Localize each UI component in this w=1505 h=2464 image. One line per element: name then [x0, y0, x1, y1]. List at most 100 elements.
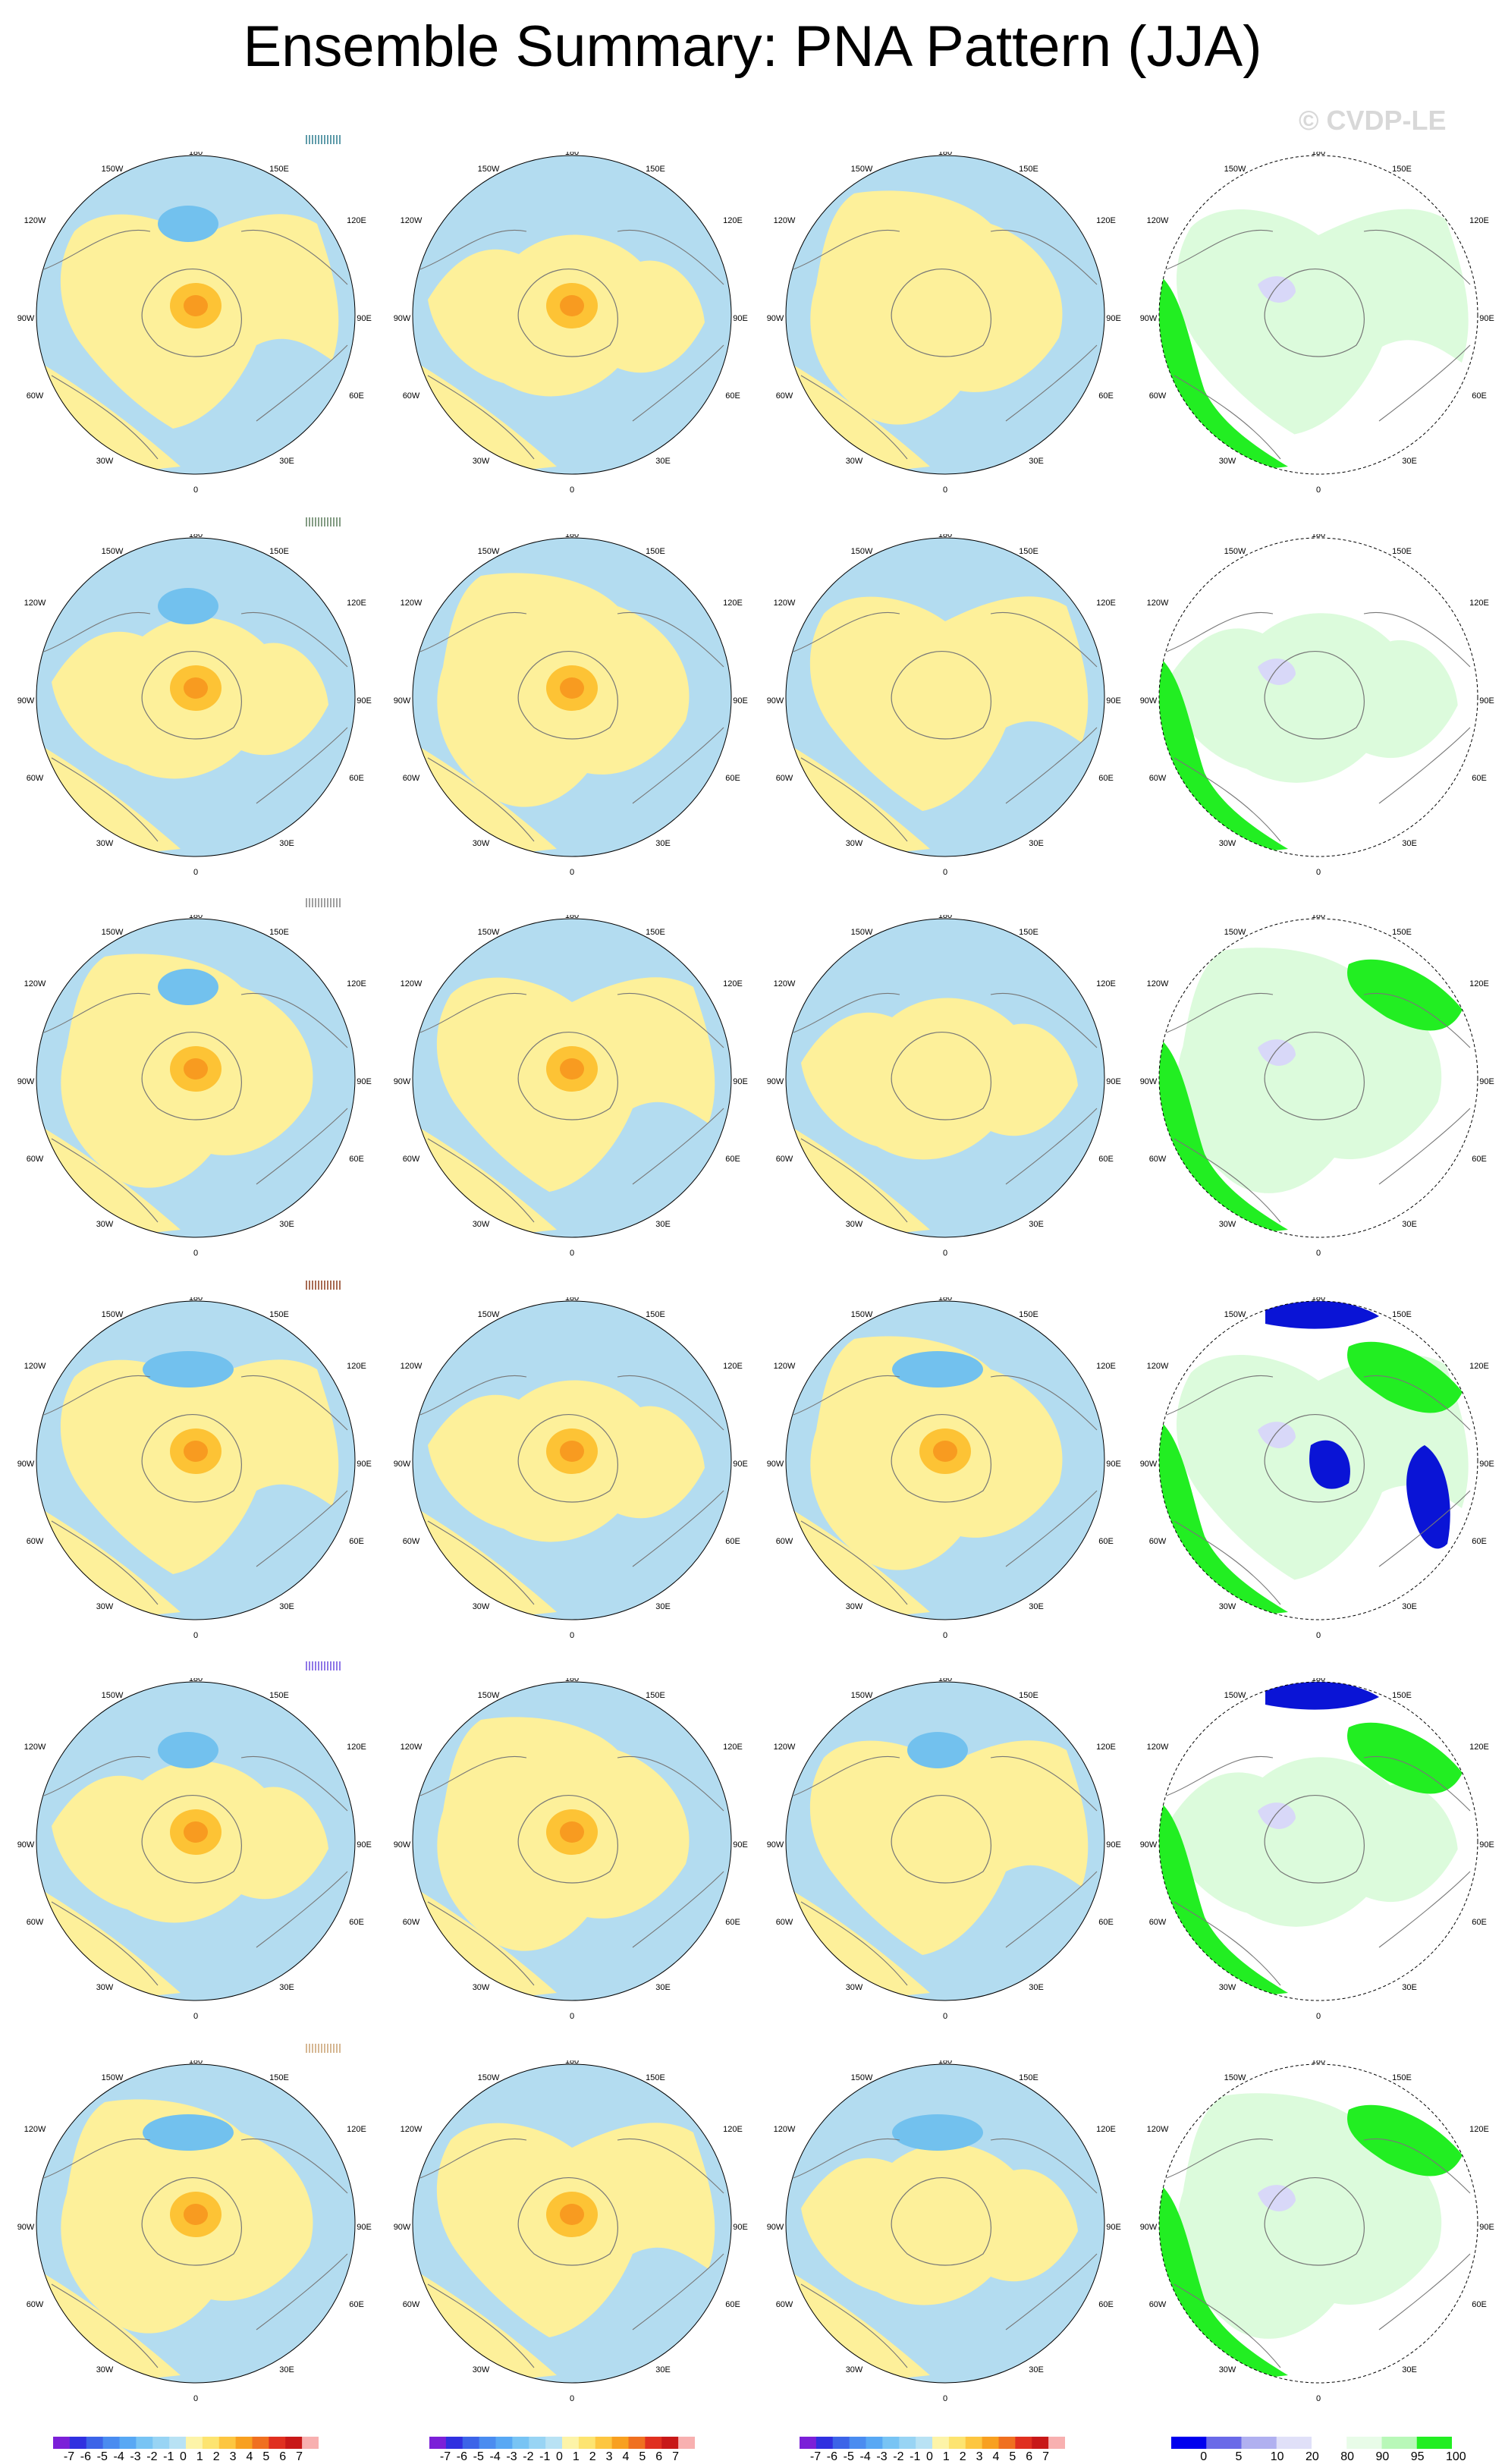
map-border — [412, 1300, 732, 1620]
longitude-label: 120W — [774, 1743, 796, 1752]
colorbar-tick-label: 1 — [572, 2450, 580, 2463]
longitude-label: 30W — [1219, 1220, 1236, 1229]
colorbar-swatch — [1276, 2437, 1312, 2449]
coastline — [43, 229, 348, 460]
obs-panel: 180 150W 150E 120W 120E 90W 90E 60W 60E 30W 30E 0 — [384, 1259, 760, 1642]
coastline — [1166, 2138, 1471, 2368]
colorbar-tick-label: 0 — [926, 2450, 933, 2463]
coastline — [1166, 992, 1471, 1223]
longitude-label: 180 — [1312, 915, 1325, 920]
colorbar-tick-label: 5 — [1235, 2450, 1243, 2463]
longitude-label: 90E — [1479, 1460, 1494, 1469]
obs-map: 180 150W 150E 120W 120E 90W 90E 60W 60E 30W 30E 0 — [394, 1678, 748, 2021]
colorbar-tick-label: -4 — [489, 2450, 501, 2463]
negative-anomaly-center — [907, 1732, 968, 1768]
longitude-label: 60W — [1149, 1918, 1167, 1927]
positive-anomaly-core — [184, 1441, 208, 1462]
colorbar-swatch — [800, 2437, 817, 2449]
longitude-label: 30E — [655, 457, 671, 466]
longitude-label: 90E — [1106, 1077, 1121, 1086]
longitude-label: 60E — [1472, 1918, 1487, 1927]
longitude-label: 30W — [473, 1983, 490, 1992]
colorbar-tick-label: 5 — [1009, 2450, 1016, 2463]
longitude-label: 180 — [565, 915, 579, 920]
longitude-label: 60E — [349, 2300, 364, 2309]
longitude-label: 90W — [17, 1840, 35, 1850]
diff-map: 180 150W 150E 120W 120E 90W 90E 60W 60E 30W 30E 0 — [767, 534, 1121, 877]
longitude-label: 60E — [1472, 2300, 1487, 2309]
colorbar-swatch — [965, 2437, 983, 2449]
longitude-label: 60W — [27, 1537, 44, 1546]
longitude-label: 120W — [1147, 1743, 1169, 1752]
longitude-label: 120E — [1469, 599, 1489, 608]
longitude-label: 90E — [357, 1077, 372, 1086]
rank-colorbar — [1171, 2437, 1453, 2449]
colorbar-swatch — [678, 2437, 696, 2449]
diff-map: 180 150W 150E 120W 120E 90W 90E 60W 60E 30W 30E 0 — [767, 152, 1121, 495]
diff-panel: 180 150W 150E 120W 120E 90W 90E 60W 60E 30W 30E 0 — [757, 2022, 1133, 2405]
coastline — [419, 611, 724, 842]
ensemble-spread-ticks — [306, 1281, 341, 1290]
longitude-label: 90W — [1140, 2223, 1158, 2232]
positive-anomaly-core — [184, 295, 208, 316]
coastline — [517, 269, 618, 357]
model-map: 180 150W 150E 120W 120E 90W 90E 60W 60E 30W 30E 0 — [17, 152, 372, 495]
longitude-label: 0 — [193, 1249, 198, 1258]
longitude-label: 120E — [1096, 216, 1116, 225]
colorbar-swatch — [479, 2437, 496, 2449]
colorbar-tick-label: 80 — [1340, 2450, 1355, 2463]
longitude-label: 150E — [646, 1310, 665, 1319]
positive-anomaly-region — [809, 596, 1089, 811]
coastline — [891, 1032, 991, 1120]
longitude-label: 150E — [1392, 165, 1412, 174]
longitude-label: 120E — [347, 979, 366, 988]
page-title: Ensemble Summary: PNA Pattern (JJA) — [243, 14, 1262, 79]
colorbar-swatch — [269, 2437, 286, 2449]
longitude-label: 120E — [347, 1743, 366, 1752]
colorbar-tick-label: 2 — [212, 2450, 220, 2463]
diff-panel: 180 150W 150E 120W 120E 90W 90E 60W 60E 30W 30E 0 — [757, 1640, 1133, 2022]
diff-map: 180 150W 150E 120W 120E 90W 90E 60W 60E 30W 30E 0 — [767, 2060, 1121, 2403]
longitude-label: 150E — [1019, 2073, 1038, 2082]
longitude-label: 90E — [733, 696, 748, 706]
longitude-label: 30E — [1029, 839, 1044, 848]
longitude-label: 90W — [17, 1077, 35, 1086]
diff-panel: 180 150W 150E 120W 120E 90W 90E 60W 60E 30W 30E 0 — [757, 496, 1133, 878]
positive-anomaly-core — [560, 677, 584, 699]
colorbar-tick-label: 95 — [1410, 2450, 1425, 2463]
longitude-label: 90W — [394, 2223, 411, 2232]
longitude-label: 120E — [723, 2125, 743, 2134]
coastline — [891, 2177, 991, 2266]
coastline — [1264, 651, 1365, 740]
coastline — [141, 1414, 242, 1503]
coastline — [141, 269, 242, 357]
longitude-label: 30W — [96, 839, 114, 848]
longitude-label: 180 — [189, 1297, 203, 1303]
longitude-label: 60E — [725, 2300, 740, 2309]
colorbar-tick-label: 1 — [942, 2450, 950, 2463]
negative-anomaly-center — [158, 969, 218, 1005]
colorbar-tick-label: -2 — [893, 2450, 904, 2463]
longitude-label: 30E — [1402, 457, 1417, 466]
coastline — [517, 1414, 618, 1503]
rank-map: 180 150W 150E 120W 120E 90W 90E 60W 60E 30W 30E 0 — [1140, 915, 1494, 1258]
colorbar-tick-label: 0 — [556, 2450, 563, 2463]
longitude-label: 150W — [851, 2073, 873, 2082]
longitude-label: 90W — [394, 1460, 411, 1469]
colorbar-swatch — [849, 2437, 866, 2449]
colorbar-swatch — [982, 2437, 999, 2449]
colorbar-tick-label: -7 — [439, 2450, 451, 2463]
model-map: 180 150W 150E 120W 120E 90W 90E 60W 60E 30W 30E 0 — [17, 1297, 372, 1640]
longitude-label: 120E — [723, 599, 743, 608]
coastline — [1264, 269, 1365, 357]
colorbar-swatch — [202, 2437, 220, 2449]
colorbar-tick-label: -2 — [146, 2450, 158, 2463]
longitude-label: 180 — [189, 2060, 203, 2066]
longitude-label: 0 — [193, 2394, 198, 2403]
longitude-label: 0 — [943, 1631, 947, 1640]
rank-lavender-region — [1258, 1039, 1296, 1066]
colorbar-swatch — [235, 2437, 253, 2449]
longitude-label: 180 — [938, 915, 952, 920]
longitude-label: 150W — [851, 1691, 873, 1700]
longitude-label: 30W — [846, 1220, 863, 1229]
